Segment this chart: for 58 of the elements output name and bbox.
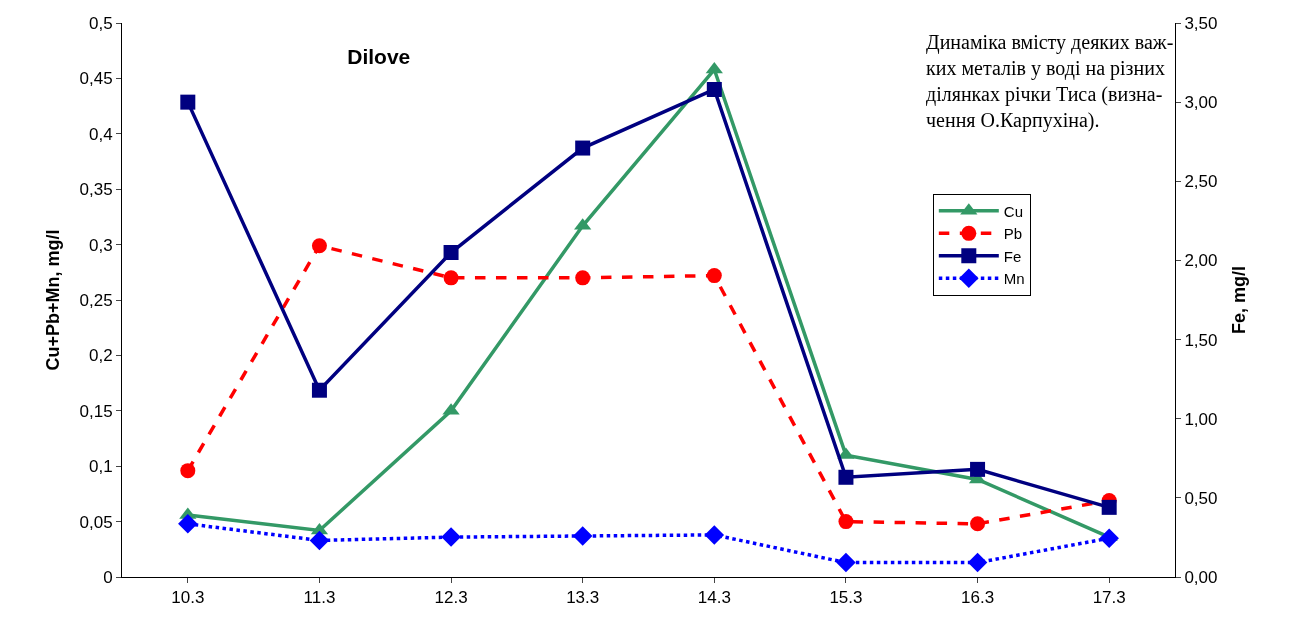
x-tick-label: 13.3: [566, 588, 600, 608]
y-tick-label: 0,4: [88, 124, 113, 144]
x-tick-label: 14.3: [697, 588, 731, 608]
point: [706, 268, 722, 284]
point: [970, 516, 986, 532]
point: [967, 552, 988, 573]
y2-tick-label: 2,50: [1184, 172, 1218, 192]
x-tick-label: 15.3: [829, 588, 863, 608]
legend-label: Pb: [1003, 225, 1023, 243]
y-tick-label: 0,5: [88, 13, 113, 33]
y-tick-label: 0: [103, 567, 113, 587]
point: [1099, 528, 1119, 548]
point: [443, 245, 459, 261]
y2-tick-label: 0,50: [1184, 488, 1218, 508]
point: [1101, 499, 1117, 515]
y2-tick-label: 0,00: [1184, 567, 1218, 587]
x-tick-label: 12.3: [434, 588, 468, 608]
point: [443, 270, 459, 286]
x-tick-label: 16.3: [961, 588, 995, 608]
y-tick-label: 0,45: [79, 69, 113, 89]
annotation: Динаміка вмісту деяких важ- ких металів у воді на різних ділянках річки Тиса (визна- чення О.Карпухіна).: [926, 31, 1174, 132]
y-axis-title: Cu+Pb+Mn, mg/l: [42, 229, 63, 371]
point: [441, 527, 461, 547]
y2-tick-label: 1,00: [1184, 409, 1218, 429]
point: [311, 382, 327, 398]
point: [180, 463, 196, 479]
point: [309, 530, 330, 551]
point: [704, 525, 725, 545]
y2-axis-title: Fe, mg/l: [1228, 265, 1249, 335]
y-tick-label: 0,15: [79, 401, 113, 421]
legend-label: Mn: [1003, 270, 1025, 288]
point: [706, 81, 722, 97]
y-tick-label: 0,3: [88, 235, 113, 255]
y-tick-label: 0,05: [79, 512, 113, 532]
point: [311, 238, 327, 254]
point: [838, 514, 854, 530]
point: [572, 526, 593, 546]
text: Dilove: [347, 45, 411, 69]
point: [178, 514, 198, 534]
x-tick-label: 10.3: [171, 588, 205, 608]
y2-tick-label: 3,50: [1184, 13, 1218, 33]
point: [575, 140, 591, 156]
y-tick-label: 0,2: [88, 346, 113, 366]
y2-tick-label: 1,50: [1184, 330, 1218, 350]
point: [836, 552, 856, 573]
y2-tick-label: 3,00: [1184, 93, 1218, 113]
y-tick-label: 0,25: [79, 290, 113, 310]
point: [575, 270, 591, 286]
legend-label: Cu: [1003, 202, 1023, 220]
point: [970, 461, 986, 477]
x-tick-label: 17.3: [1092, 588, 1126, 608]
y2-tick-label: 2,00: [1184, 251, 1218, 271]
point: [180, 94, 196, 110]
x-tick-label: 11.3: [303, 588, 336, 608]
y-tick-label: 0,1: [88, 457, 113, 477]
legend-label: Fe: [1003, 247, 1022, 265]
point: [838, 469, 854, 485]
y-tick-label: 0,35: [79, 180, 113, 200]
